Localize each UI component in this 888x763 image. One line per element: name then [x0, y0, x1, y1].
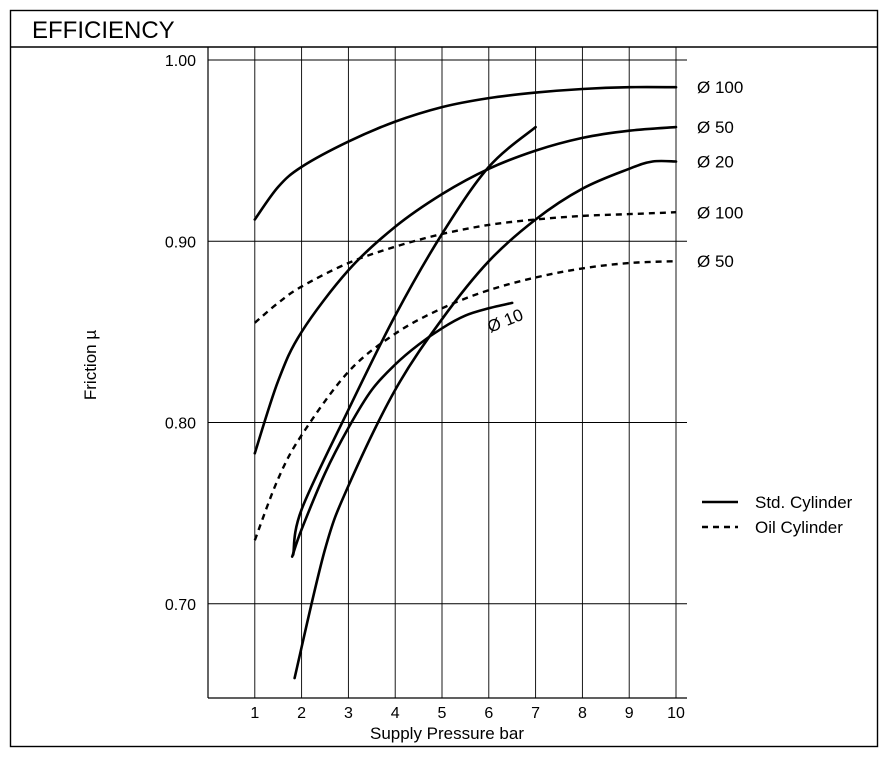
series-line [254, 211, 677, 324]
legend: Std. Cylinder Oil Cylinder [702, 493, 853, 537]
series-label: Ø 100 [697, 203, 743, 222]
x-tick-label: 4 [391, 705, 400, 722]
x-tick-label: 9 [625, 705, 634, 722]
y-tick-label: 0.90 [165, 234, 196, 251]
x-tick-label: 6 [484, 705, 493, 722]
axes: 1 2 3 4 5 6 7 8 9 10 1.00 0.90 0.80 0.70 [165, 47, 687, 722]
series-label: Ø 20 [697, 153, 734, 172]
series-label: Ø 50 [697, 118, 734, 137]
chart-title: EFFICIENCY [32, 17, 175, 44]
y-tick-label: 1.00 [165, 53, 196, 70]
x-tick-label: 3 [344, 705, 353, 722]
y-tick-label: 0.80 [165, 416, 196, 433]
series-line [293, 159, 678, 680]
y-axis-label: Friction µ [81, 330, 100, 400]
y-tick-label: 0.70 [165, 597, 196, 614]
series-line [253, 125, 678, 455]
grid-lines [208, 47, 687, 698]
series-label: Ø 10 [485, 305, 526, 336]
series-line [290, 301, 514, 558]
x-axis-label: Supply Pressure bar [370, 724, 524, 743]
series-label: Ø 50 [697, 252, 734, 271]
x-tick-label: 2 [297, 705, 306, 722]
series-label: Ø 100 [697, 78, 743, 97]
x-tick-label: 5 [438, 705, 447, 722]
series-line [253, 260, 677, 541]
x-tick-label: 8 [578, 705, 587, 722]
series-line [291, 125, 537, 557]
legend-label: Oil Cylinder [755, 518, 843, 537]
x-tick-label: 1 [250, 705, 259, 722]
outer-border [9, 9, 879, 748]
curves [253, 85, 678, 680]
x-tick-label: 10 [667, 705, 685, 722]
legend-label: Std. Cylinder [755, 493, 853, 512]
series-line [253, 85, 678, 221]
x-tick-label: 7 [531, 705, 540, 722]
curve-labels: Ø 100 Ø 50 Ø 20 Ø 10 Ø 100 Ø 50 [485, 78, 744, 336]
